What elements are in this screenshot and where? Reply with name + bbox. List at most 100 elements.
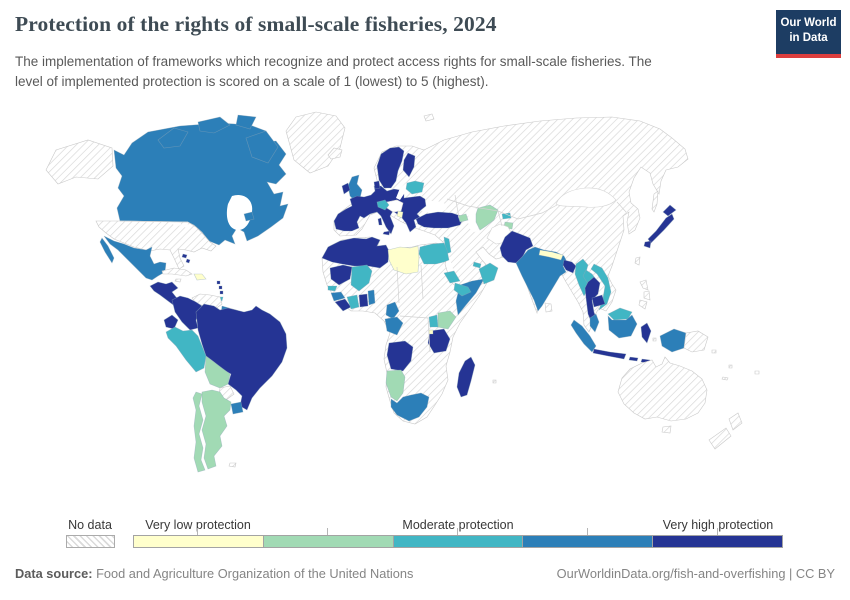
region-fiji[interactable]: [754, 370, 760, 375]
region-malaysia-peninsula[interactable]: [589, 313, 600, 333]
logo-line-1: Our World: [780, 17, 837, 29]
region-albania[interactable]: [396, 210, 404, 219]
region-jamaica[interactable]: [174, 278, 182, 283]
region-rwanda[interactable]: [428, 329, 434, 335]
region-mexico[interactable]: [99, 235, 167, 281]
region-united-arab-emirates[interactable]: [472, 261, 482, 269]
region-svalbard[interactable]: [423, 113, 435, 122]
region-mali[interactable]: [350, 264, 373, 292]
region-australia[interactable]: [617, 356, 708, 422]
region-malaysia-borneo[interactable]: [607, 307, 633, 321]
region-sicily[interactable]: [382, 230, 391, 236]
region-lesser-antilles[interactable]: [216, 280, 224, 295]
region-mauritania[interactable]: [329, 264, 353, 286]
region-turkey[interactable]: [415, 211, 465, 229]
region-gabon-congo[interactable]: [384, 316, 404, 336]
region-mauritius[interactable]: [492, 379, 497, 384]
region-cambodia[interactable]: [591, 294, 606, 308]
region-guinea[interactable]: [330, 291, 346, 302]
region-vietnam[interactable]: [590, 263, 612, 311]
region-ireland[interactable]: [341, 182, 351, 195]
region-sulawesi-indonesia[interactable]: [640, 322, 652, 344]
legend-bin-3[interactable]: [392, 535, 524, 548]
region-java-indonesia[interactable]: [592, 348, 627, 360]
region-baltic-states[interactable]: [405, 180, 425, 195]
region-falkland-islands[interactable]: [228, 462, 237, 468]
region-caucasus[interactable]: [457, 213, 469, 223]
region-ghana[interactable]: [358, 293, 369, 308]
region-norway-sweden[interactable]: [376, 146, 405, 189]
region-croatia[interactable]: [376, 199, 390, 211]
region-uzbekistan-turkmenistan[interactable]: [475, 204, 499, 231]
legend-tick: [457, 528, 458, 535]
region-finland[interactable]: [402, 152, 416, 178]
region-japan[interactable]: [643, 204, 677, 249]
region-pakistan[interactable]: [499, 230, 534, 264]
region-bangladesh[interactable]: [562, 259, 577, 274]
region-papua-new-guinea[interactable]: [683, 330, 709, 353]
region-togo-benin[interactable]: [367, 289, 376, 306]
region-taiwan[interactable]: [634, 256, 641, 266]
region-ecuador[interactable]: [163, 314, 179, 330]
region-india[interactable]: [515, 246, 568, 312]
region-south-africa[interactable]: [390, 392, 430, 422]
region-yemen[interactable]: [453, 282, 472, 297]
region-nepal[interactable]: [538, 249, 564, 261]
region-sri-lanka[interactable]: [544, 302, 553, 313]
legend-bin-5[interactable]: [652, 535, 783, 548]
region-uruguay[interactable]: [230, 401, 244, 415]
region-morocco-algeria-tunisia[interactable]: [321, 236, 390, 269]
region-iceland[interactable]: [327, 147, 343, 160]
region-philippines[interactable]: [638, 279, 651, 310]
region-europe-mainland[interactable]: [333, 185, 427, 235]
region-greenland[interactable]: [285, 111, 346, 174]
region-indonesia-borneo[interactable]: [607, 314, 638, 339]
region-dominican-republic[interactable]: [193, 273, 207, 281]
region-egypt[interactable]: [418, 242, 450, 265]
region-sumatra-indonesia[interactable]: [570, 319, 597, 353]
region-mongolia[interactable]: [555, 187, 617, 208]
region-tasmania[interactable]: [661, 425, 672, 434]
region-tanzania[interactable]: [427, 328, 451, 354]
owid-logo[interactable]: Our World in Data: [776, 10, 841, 58]
region-alaska[interactable]: [45, 139, 114, 185]
attribution-link[interactable]: OurWorldinData.org/fish-and-overfishing …: [556, 566, 835, 581]
region-new-caledonia[interactable]: [721, 376, 729, 381]
legend-bin-1[interactable]: [133, 535, 264, 548]
region-indonesian-papua[interactable]: [659, 328, 687, 353]
region-oman[interactable]: [478, 262, 499, 285]
region-angola[interactable]: [386, 340, 414, 372]
region-argentina[interactable]: [201, 389, 232, 470]
legend-bin-2[interactable]: [262, 535, 394, 548]
region-new-zealand[interactable]: [708, 412, 743, 450]
region-bahamas[interactable]: [181, 253, 191, 264]
region-uganda[interactable]: [428, 314, 439, 328]
region-namibia[interactable]: [385, 369, 406, 402]
region-solomon-islands[interactable]: [711, 349, 717, 354]
great-lakes: [173, 222, 181, 226]
region-kyrgyzstan[interactable]: [501, 212, 512, 220]
legend-bin-4[interactable]: [522, 535, 654, 548]
region-libya[interactable]: [387, 245, 420, 275]
region-madagascar[interactable]: [456, 356, 476, 398]
region-bolivia[interactable]: [204, 355, 231, 389]
region-cameroon[interactable]: [385, 301, 400, 320]
region-united-kingdom[interactable]: [347, 174, 363, 200]
region-denmark[interactable]: [373, 180, 381, 190]
region-vanuatu[interactable]: [728, 364, 733, 369]
chart-subtitle: The implementation of frameworks which r…: [15, 52, 735, 93]
region-ivory-coast[interactable]: [346, 294, 360, 310]
data-source: Data source: Food and Agriculture Organi…: [15, 566, 413, 581]
region-sardinia[interactable]: [377, 217, 383, 226]
region-sakhalin[interactable]: [651, 190, 659, 213]
region-newfoundland[interactable]: [243, 211, 255, 222]
region-chile[interactable]: [192, 391, 206, 473]
region-maluku-islands[interactable]: [652, 337, 657, 342]
region-eritrea-djibouti[interactable]: [443, 270, 461, 284]
region-central-europe[interactable]: [386, 199, 404, 213]
region-cuba[interactable]: [161, 267, 193, 277]
region-senegal[interactable]: [327, 285, 338, 292]
region-united-states[interactable]: [95, 220, 217, 270]
legend-no-data-swatch[interactable]: [66, 535, 115, 548]
